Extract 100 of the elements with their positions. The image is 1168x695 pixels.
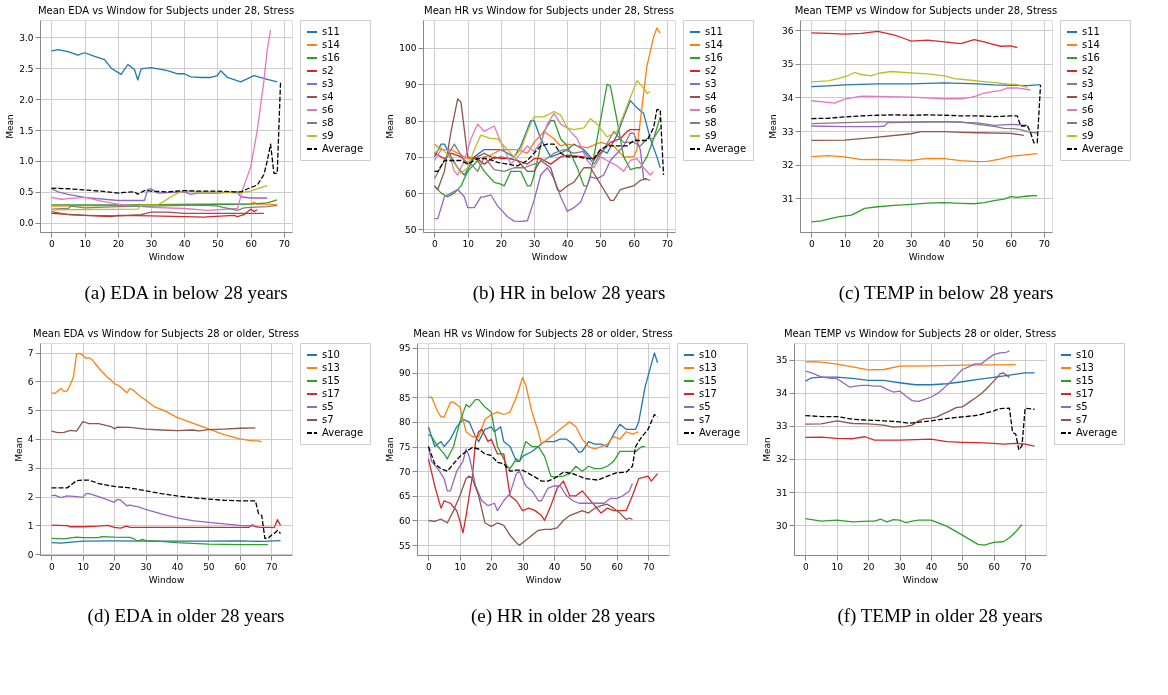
legend-label: s16 xyxy=(705,52,723,63)
legend-label: s5 xyxy=(699,401,711,412)
y-tick-label: 35 xyxy=(776,355,788,366)
legend-label: s2 xyxy=(1082,65,1094,76)
line-series xyxy=(804,407,1036,451)
legend-label: s3 xyxy=(705,78,717,89)
x-axis-title: Window xyxy=(531,251,568,262)
y-tick-label: 30 xyxy=(776,520,788,531)
x-tick-label: 10 xyxy=(839,238,852,249)
legend-label: s2 xyxy=(322,65,334,76)
x-tick-label: 20 xyxy=(495,238,508,249)
y-tick-label: 0.5 xyxy=(19,187,34,198)
legend-label: s14 xyxy=(705,39,723,50)
y-tick-label: 1 xyxy=(27,520,34,531)
x-axis-title: Window xyxy=(148,251,185,262)
y-axis-title: Mean xyxy=(385,437,396,462)
line-series xyxy=(50,49,278,83)
x-tick-label: 50 xyxy=(212,238,224,249)
x-tick-label: 60 xyxy=(628,238,641,249)
x-tick-label: 70 xyxy=(1038,238,1051,249)
line-series xyxy=(810,195,1038,223)
x-tick-label: 60 xyxy=(234,561,247,572)
legend-label: Average xyxy=(322,143,364,154)
legend-label: s14 xyxy=(322,39,340,50)
legend-label: s8 xyxy=(1082,117,1094,128)
x-tick-label: 60 xyxy=(1005,238,1018,249)
line-series xyxy=(50,479,282,539)
legend-label: s3 xyxy=(1082,78,1094,89)
y-tick-label: 33 xyxy=(782,126,794,137)
legend-label: s10 xyxy=(699,349,717,360)
y-tick-label: 50 xyxy=(405,224,417,235)
line-series xyxy=(50,188,268,202)
y-axis-title: Mean xyxy=(385,114,396,139)
legend-label: s16 xyxy=(1082,52,1100,63)
x-tick-label: 60 xyxy=(245,238,258,249)
y-tick-label: 90 xyxy=(399,368,411,379)
x-tick-label: 30 xyxy=(145,238,158,249)
legend-label: Average xyxy=(1082,143,1124,154)
legend-label: Average xyxy=(1076,427,1118,438)
chart-title: Mean EDA vs Window for Subjects 28 or older, Stress xyxy=(33,327,299,339)
x-tick-label: 40 xyxy=(548,561,561,572)
y-tick-label: 75 xyxy=(399,442,411,453)
x-axis-title: Window xyxy=(902,574,939,585)
y-axis-title: Mean xyxy=(768,114,779,139)
y-tick-label: 6 xyxy=(27,376,34,387)
x-tick-label: 0 xyxy=(49,561,56,572)
y-axis-title: Mean xyxy=(13,437,24,462)
y-tick-label: 33 xyxy=(776,421,788,432)
text: (b) HR in below 28 years xyxy=(472,282,666,304)
text: (a) EDA in below 28 years xyxy=(84,282,288,304)
legend-label: Average xyxy=(322,427,364,438)
legend-label: s8 xyxy=(705,117,717,128)
x-tick-label: 70 xyxy=(1019,561,1032,572)
x-tick-label: 0 xyxy=(432,238,439,249)
y-tick-label: 3 xyxy=(27,463,34,474)
y-tick-label: 80 xyxy=(405,116,417,127)
x-tick-label: 0 xyxy=(426,561,433,572)
legend-label: s6 xyxy=(705,104,717,115)
legend-label: s9 xyxy=(1082,130,1094,141)
x-axis-title: Window xyxy=(525,574,562,585)
x-tick-label: 20 xyxy=(108,561,121,572)
line-series xyxy=(810,120,1038,134)
x-axis-title: Window xyxy=(148,574,185,585)
x-tick-label: 30 xyxy=(894,561,907,572)
x-tick-label: 50 xyxy=(957,561,969,572)
y-tick-label: 80 xyxy=(399,417,411,428)
x-tick-label: 50 xyxy=(595,238,607,249)
text: (e) HR in older 28 years xyxy=(470,605,656,627)
x-tick-label: 40 xyxy=(925,561,938,572)
legend-label: s8 xyxy=(322,117,334,128)
line-series xyxy=(810,84,1042,144)
line-series xyxy=(810,131,1025,142)
legend-label: s4 xyxy=(705,91,717,102)
x-tick-label: 40 xyxy=(171,561,184,572)
y-tick-label: 34 xyxy=(776,388,788,399)
y-tick-label: 7 xyxy=(27,348,34,359)
line-series xyxy=(804,360,1017,371)
line-series xyxy=(427,376,640,450)
legend-label: s5 xyxy=(322,401,334,412)
y-tick-label: 4 xyxy=(27,434,34,445)
chart-title: Mean TEMP vs Window for Subjects under 28, Stress xyxy=(794,4,1058,16)
line-series xyxy=(50,184,268,211)
line-series xyxy=(427,475,634,546)
legend-label: s2 xyxy=(705,65,717,76)
x-tick-label: 0 xyxy=(49,238,56,249)
legend-label: s13 xyxy=(322,362,340,373)
y-tick-label: 31 xyxy=(782,193,794,204)
y-tick-label: 55 xyxy=(399,540,411,551)
line-series xyxy=(804,372,1036,386)
line-series xyxy=(427,428,659,534)
line-series xyxy=(433,132,651,223)
x-tick-label: 20 xyxy=(872,238,885,249)
x-tick-label: 10 xyxy=(831,561,844,572)
chart-title: Mean HR vs Window for Subjects under 28, Stress xyxy=(424,4,674,16)
line-series xyxy=(427,445,634,512)
y-tick-label: 60 xyxy=(399,515,411,526)
x-tick-label: 0 xyxy=(809,238,816,249)
line-series xyxy=(427,399,646,478)
legend-label: Average xyxy=(705,143,747,154)
legend-label: s10 xyxy=(322,349,340,360)
